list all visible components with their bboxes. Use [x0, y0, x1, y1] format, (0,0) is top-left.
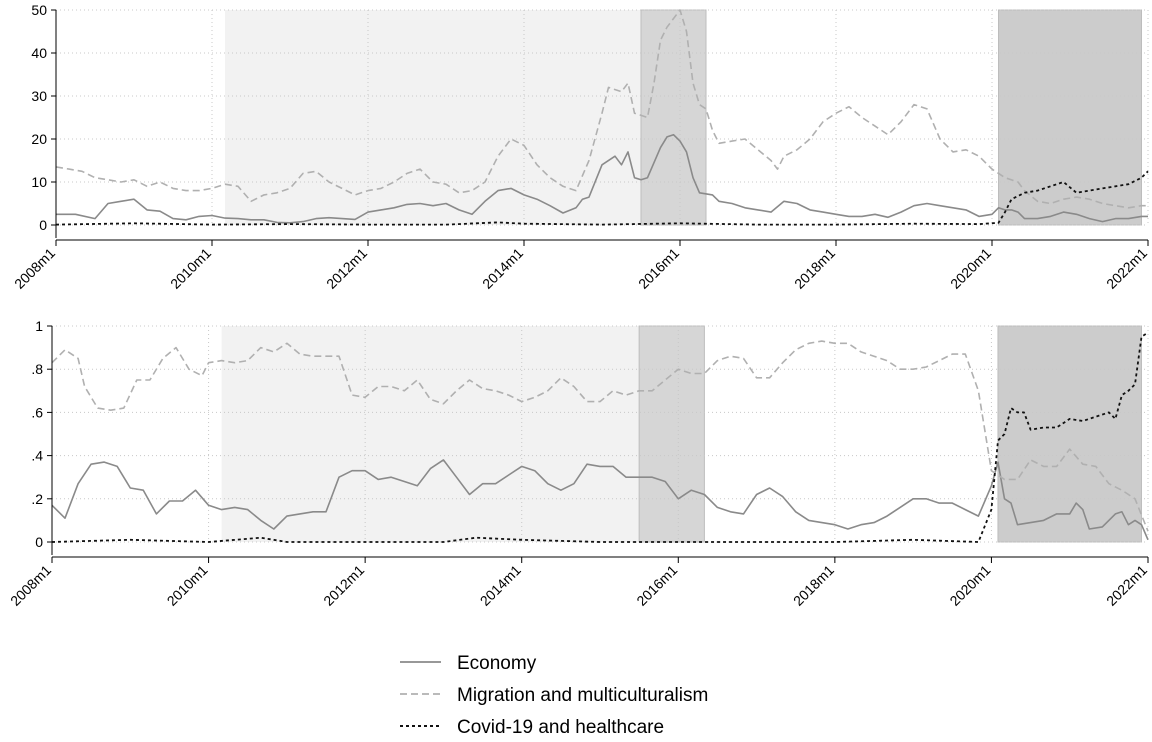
x-tick-label: 2014m1: [477, 562, 524, 609]
y-tick-label: .6: [31, 404, 43, 420]
x-tick-label: 2022m1: [1103, 245, 1150, 292]
y-tick-label: 0: [39, 217, 47, 233]
x-tick-label: 2014m1: [479, 245, 526, 292]
x-tick-label: 2016m1: [633, 562, 680, 609]
shaded-period-1: [638, 325, 705, 543]
x-tick-label: 2012m1: [320, 562, 367, 609]
series-line-migration-and-multiculturalism: [51, 340, 1149, 532]
shaded-period-2: [998, 9, 1142, 226]
x-tick-label: 2020m1: [946, 562, 993, 609]
shaded-period-2: [997, 325, 1142, 543]
y-tick-label: 1: [35, 318, 43, 334]
top-panel: 0 10 20 30 40 50 2008m1 2010m1 2012m1 2014m1 2016m…: [11, 2, 1150, 292]
legend-label: Economy: [457, 653, 537, 674]
x-tick-label: 2018m1: [790, 562, 837, 609]
legend-label: Covid-19 and healthcare: [457, 717, 664, 738]
x-tick-label: 2016m1: [635, 245, 682, 292]
y-tick-label: 0: [35, 534, 43, 550]
x-tick-label: 2010m1: [164, 562, 211, 609]
series-line-economy: [56, 133, 1148, 224]
y-tick-label: 20: [31, 131, 47, 147]
series-line-covid-19-and-healthcare: [55, 170, 1149, 226]
x-tick-label: 2008m1: [7, 562, 54, 609]
x-tick-label: 2018m1: [791, 245, 838, 292]
x-tick-label: 2022m1: [1103, 562, 1150, 609]
legend-label: Migration and multiculturalism: [457, 685, 708, 706]
x-tick-label: 2012m1: [323, 245, 370, 292]
series-line-migration-and-multiculturalism: [55, 9, 1148, 209]
y-tick-label: .2: [31, 491, 43, 507]
bottom-panel: 0 .2 .4 .6 .8 1 2008m1 2010m1 2012m1 2014m1 2016m1…: [7, 318, 1150, 609]
x-tick-label: 2010m1: [167, 245, 214, 292]
shaded-period-0: [221, 326, 640, 542]
y-tick-label: 50: [31, 2, 47, 18]
x-tick-label: 2008m1: [11, 245, 58, 292]
shaded-period-0: [225, 10, 641, 225]
y-tick-label: 10: [31, 174, 47, 190]
y-tick-label: 40: [31, 45, 47, 61]
y-tick-label: .4: [31, 448, 43, 464]
x-tick-label: 2020m1: [947, 245, 994, 292]
legend: Economy Migration and multiculturalism Cov…: [400, 653, 708, 738]
series-line-economy: [51, 459, 1149, 541]
y-tick-label: .8: [31, 361, 43, 377]
y-tick-label: 30: [31, 88, 47, 104]
shaded-period-1: [640, 9, 707, 226]
